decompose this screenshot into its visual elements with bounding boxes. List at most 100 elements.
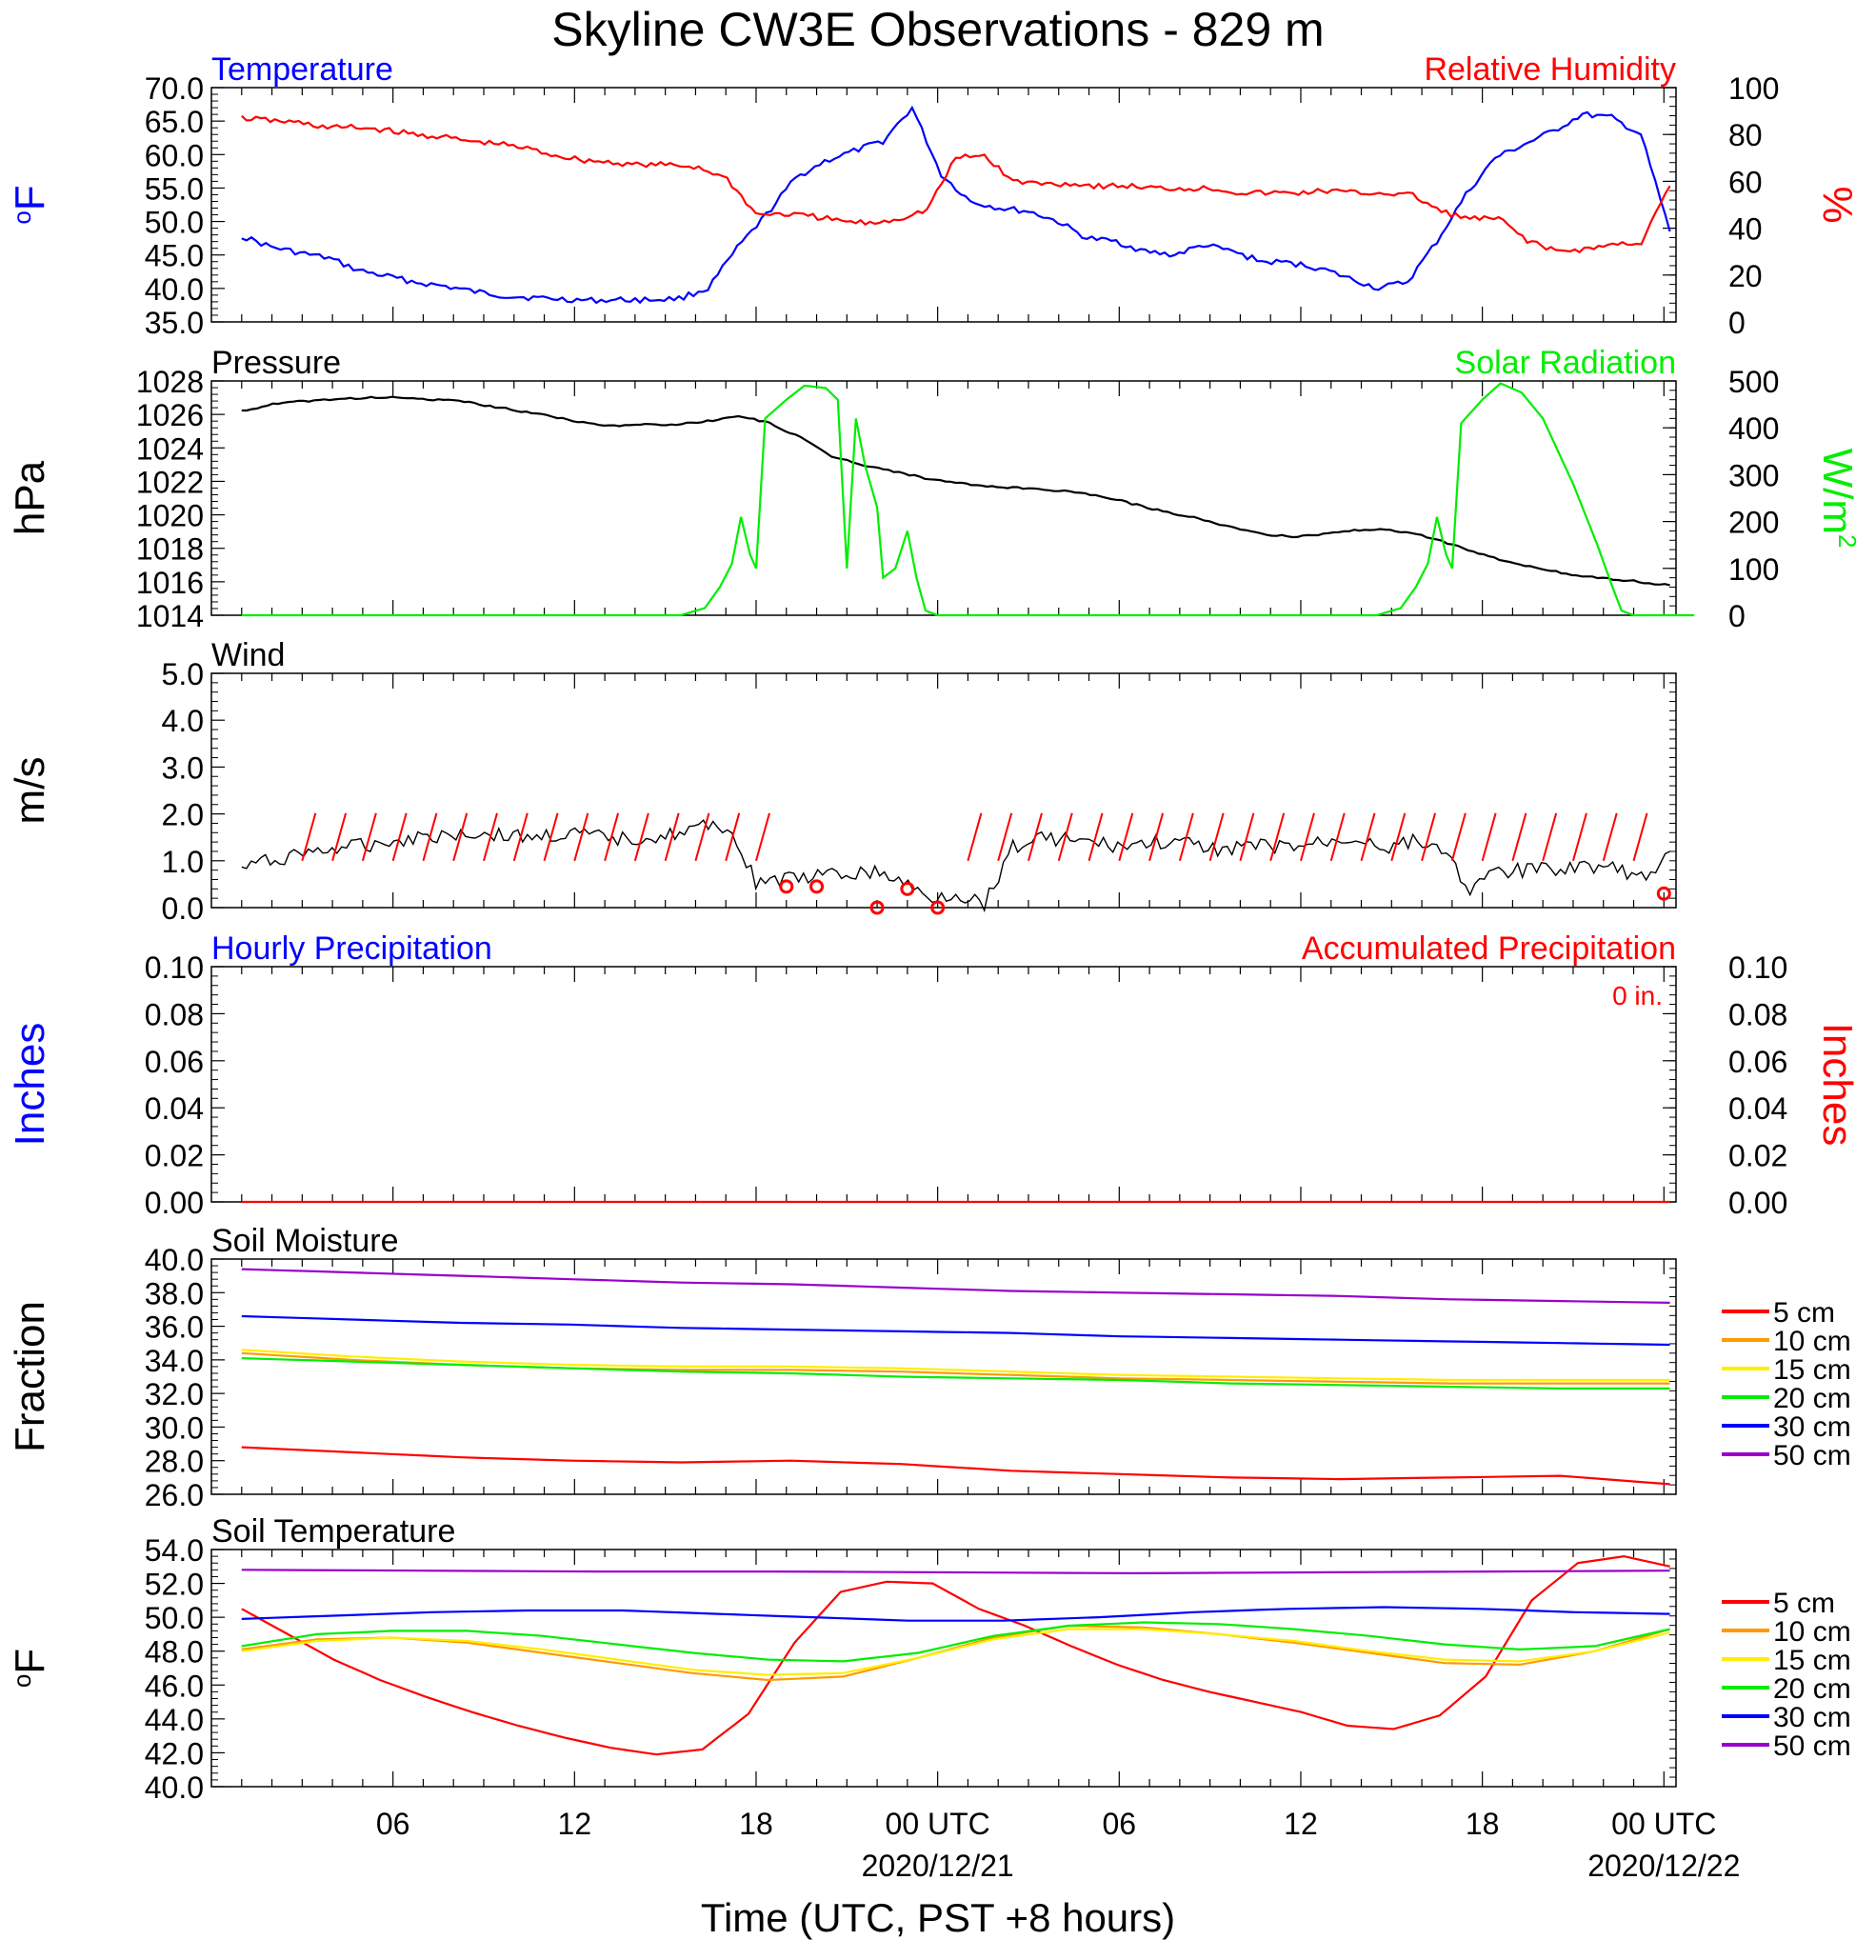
y-axis-label-right: Inches <box>1814 1023 1861 1147</box>
y-tick-label: 50.0 <box>145 206 204 240</box>
y-axis-label-right: W/m2 <box>1814 449 1862 549</box>
wind-barb <box>483 812 498 862</box>
legend-label: 30 cm <box>1773 1702 1851 1733</box>
wind-barb <box>1088 812 1104 862</box>
legend-label: 30 cm <box>1773 1411 1851 1443</box>
series-line-15-cm <box>241 1349 1670 1382</box>
y-right-tick-label: 500 <box>1728 365 1779 399</box>
wind-barb <box>1118 812 1134 862</box>
y-tick-label: 70.0 <box>145 71 204 106</box>
wind-barb <box>633 812 649 862</box>
panel-title: Wind <box>211 637 285 673</box>
wind-barb <box>1360 812 1376 862</box>
y-right-tick-label: 0.06 <box>1728 1045 1787 1079</box>
y-tick-label: 36.0 <box>145 1310 204 1345</box>
legend-label: 50 cm <box>1773 1730 1851 1762</box>
y-right-tick-label: 20 <box>1728 259 1763 293</box>
y-tick-label: 35.0 <box>145 306 204 340</box>
legend-label: 15 cm <box>1773 1645 1851 1676</box>
y-tick-label: 5.0 <box>162 657 204 691</box>
wind-barb <box>725 812 741 862</box>
y-right-tick-label: 0.10 <box>1728 950 1787 985</box>
wind-barb <box>1511 812 1527 862</box>
y-tick-label: 4.0 <box>162 704 204 738</box>
y-tick-label: 46.0 <box>145 1669 204 1703</box>
wind-barb <box>1028 812 1043 862</box>
x-tick-label: 06 <box>1103 1807 1137 1841</box>
y-tick-label: 26.0 <box>145 1478 204 1512</box>
plot-frame-4 <box>210 1258 1677 1495</box>
legend-label: 5 cm <box>1773 1297 1835 1329</box>
y-right-tick-label: 0.04 <box>1728 1091 1787 1126</box>
y-right-tick-label: 400 <box>1728 411 1779 446</box>
y-tick-label: 0.00 <box>145 1186 204 1220</box>
panel-title: Soil Moisture <box>211 1223 399 1259</box>
y-axis-label-right: % <box>1814 186 1861 223</box>
wind-barb <box>1208 812 1225 862</box>
wind-barb <box>1057 812 1073 862</box>
calm-wind-marker <box>1656 886 1671 901</box>
wind-barb <box>1329 812 1346 862</box>
wind-barb <box>452 812 469 862</box>
x-tick-label: 18 <box>739 1807 773 1841</box>
x-tick-label: 00 UTC <box>886 1807 990 1841</box>
series-line-pressure <box>241 395 1670 587</box>
plot-frame-2 <box>210 672 1677 909</box>
series-line-30-cm <box>241 1606 1670 1622</box>
plot-frame-5 <box>210 1549 1677 1788</box>
wind-barb <box>543 812 559 862</box>
y-right-tick-label: 100 <box>1728 552 1779 587</box>
legend-label: 15 cm <box>1773 1354 1851 1386</box>
y-right-tick-label: 40 <box>1728 212 1763 247</box>
y-tick-label: 42.0 <box>145 1736 204 1770</box>
y-tick-label: 38.0 <box>145 1276 204 1310</box>
y-tick-label: 0.04 <box>145 1091 204 1126</box>
y-tick-label: 0.0 <box>162 891 204 926</box>
wind-barb <box>755 812 770 862</box>
y-tick-label: 55.0 <box>145 171 204 206</box>
y-axis-label: hPa <box>7 460 53 535</box>
y-tick-label: 34.0 <box>145 1344 204 1378</box>
series-line-20-cm <box>241 1357 1670 1390</box>
wind-barb <box>1421 812 1437 862</box>
series-line-30-cm <box>241 1314 1670 1347</box>
wind-barb <box>573 812 589 862</box>
y-tick-label: 1022 <box>136 465 204 499</box>
y-axis-label: m/s <box>7 757 53 825</box>
x-tick-label: 18 <box>1466 1807 1500 1841</box>
x-tick-label: 12 <box>558 1807 592 1841</box>
y-tick-label: 2.0 <box>162 798 204 832</box>
y-tick-label: 1028 <box>136 365 204 399</box>
legend-label: 10 cm <box>1773 1326 1851 1357</box>
page-title: Skyline CW3E Observations - 829 m <box>551 3 1325 56</box>
wind-barb <box>1148 812 1165 862</box>
x-tick-date-label: 2020/12/22 <box>1587 1849 1740 1883</box>
calm-wind-marker <box>900 881 915 896</box>
series-line-5-cm <box>241 1446 1670 1486</box>
x-axis-label: Time (UTC, PST +8 hours) <box>700 1895 1176 1940</box>
x-tick-date-label: 2020/12/21 <box>862 1849 1014 1883</box>
wind-barb <box>331 812 348 862</box>
series-line-relative-humidity <box>241 114 1671 254</box>
y-tick-label: 1024 <box>136 431 204 466</box>
panel-title: Temperature <box>211 51 393 88</box>
y-tick-label: 0.06 <box>145 1045 204 1079</box>
y-tick-label: 1016 <box>136 566 204 600</box>
panel-title: Pressure <box>211 345 341 381</box>
y-tick-label: 52.0 <box>145 1568 204 1602</box>
panel-title-right: Accumulated Precipitation <box>1302 930 1676 967</box>
plot-frame-3 <box>210 966 1677 1203</box>
y-right-tick-label: 80 <box>1728 118 1763 152</box>
series-line-temperature <box>241 105 1671 305</box>
wind-barb <box>391 812 408 862</box>
wind-barb <box>512 812 529 862</box>
y-tick-label: 0.08 <box>145 997 204 1031</box>
y-tick-label: 1020 <box>136 499 204 533</box>
wind-barb <box>1239 812 1255 862</box>
y-right-tick-label: 0 <box>1728 599 1746 633</box>
legend-label: 20 cm <box>1773 1383 1851 1414</box>
wind-barb <box>1178 812 1194 862</box>
y-right-tick-label: 0.08 <box>1728 997 1787 1031</box>
y-axis-label: oF <box>7 1649 53 1688</box>
plot-frame-0 <box>210 87 1677 323</box>
